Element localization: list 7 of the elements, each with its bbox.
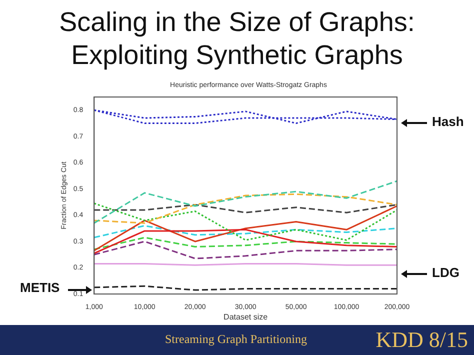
- text: METIS: [20, 280, 60, 295]
- x-axis-title: Dataset size: [224, 312, 268, 322]
- text: Hash: [432, 114, 464, 129]
- text: LDG: [432, 265, 460, 280]
- text: Streaming Graph Partitioning: [165, 332, 307, 347]
- chart-title: Scaling in the Size of Graphs: Exploiting Synthetic Graphs: [58, 6, 416, 72]
- text: KDD 8/15: [376, 327, 468, 353]
